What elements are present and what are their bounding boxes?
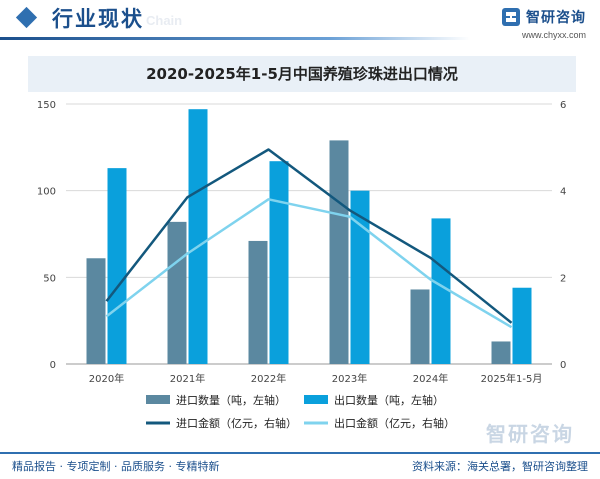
bar-export-quantity [512,287,532,364]
right-axis-tick-label: 0 [560,360,566,371]
brand-block: 智研咨询 www.chyxx.com [501,6,586,40]
footer-tagline: 精品报告 · 专项定制 · 品质服务 · 专精特新 [12,460,220,473]
bar-export-quantity [188,109,208,364]
chart-gridlines [66,103,552,365]
chart-title-bar: 2020-2025年1-5月中国养殖珍珠进出口情况 [28,56,576,92]
bar-import-quantity [167,221,187,364]
chart-lines [105,148,513,329]
bar-export-quantity [350,190,370,364]
legend-label: 出口金额（亿元，右轴） [334,416,455,430]
brand-site: www.chyxx.com [521,29,586,40]
page-subtitle: Chain [146,13,183,28]
x-axis-tick-label: 2023年 [332,372,367,385]
brand-logo-icon [501,7,520,26]
legend-label: 出口数量（吨，左轴） [334,393,444,407]
bar-export-quantity [107,168,127,364]
x-axis-tick-label: 2025年1-5月 [481,372,543,385]
chart-bars [86,109,532,364]
right-axis-tick-label: 2 [560,273,566,284]
chart-title: 2020-2025年1-5月中国养殖珍珠进出口情况 [146,65,458,83]
line-import-value [105,148,513,324]
left-axis-tick-label: 150 [37,100,56,111]
x-axis-tick-label: 2024年 [413,372,448,385]
legend-label: 进口金额（亿元，右轴） [176,416,297,430]
watermark-brand: 智研咨询 [486,422,574,446]
footer-source: 资料来源：海关总署，智研咨询整理 [412,460,588,473]
bar-import-quantity [86,258,106,364]
bar-import-quantity [410,289,430,364]
left-axis-tick-label: 100 [37,187,56,198]
legend-swatch [304,395,328,404]
page-title: 行业现状 [52,7,144,31]
left-axis-tick-label: 50 [43,273,56,284]
right-axis-tick-label: 4 [560,187,566,198]
legend-swatch [146,395,170,404]
bar-export-quantity [431,218,451,364]
header-rule [0,37,470,40]
legend-label: 进口数量（吨，左轴） [176,393,286,407]
x-axis-tick-label: 2022年 [251,372,286,385]
bar-import-quantity [248,240,268,364]
x-axis-tick-label: 2021年 [170,372,205,385]
x-axis-tick-label: 2020年 [89,372,124,385]
chart-axes: 0 50 100 150 0 2 4 6 2020年 2021年 2022年 2023年 2024年 20… [37,100,566,385]
bar-export-quantity [269,161,289,364]
page-header: 行业现状 Chain [0,0,600,44]
left-axis-tick-label: 0 [50,360,56,371]
brand-name: 智研咨询 [526,9,586,26]
chart-legend: 进口数量（吨，左轴） 出口数量（吨，左轴） 进口金额（亿元，右轴） 出口金额（亿元，右… [146,393,455,430]
page-footer: 精品报告 · 专项定制 · 品质服务 · 专精特新 资料来源：海关总署，智研咨询… [0,452,600,479]
bar-import-quantity [491,341,511,364]
bar-import-quantity [329,140,349,364]
line-export-value [105,198,513,329]
right-axis-tick-label: 6 [560,100,566,111]
